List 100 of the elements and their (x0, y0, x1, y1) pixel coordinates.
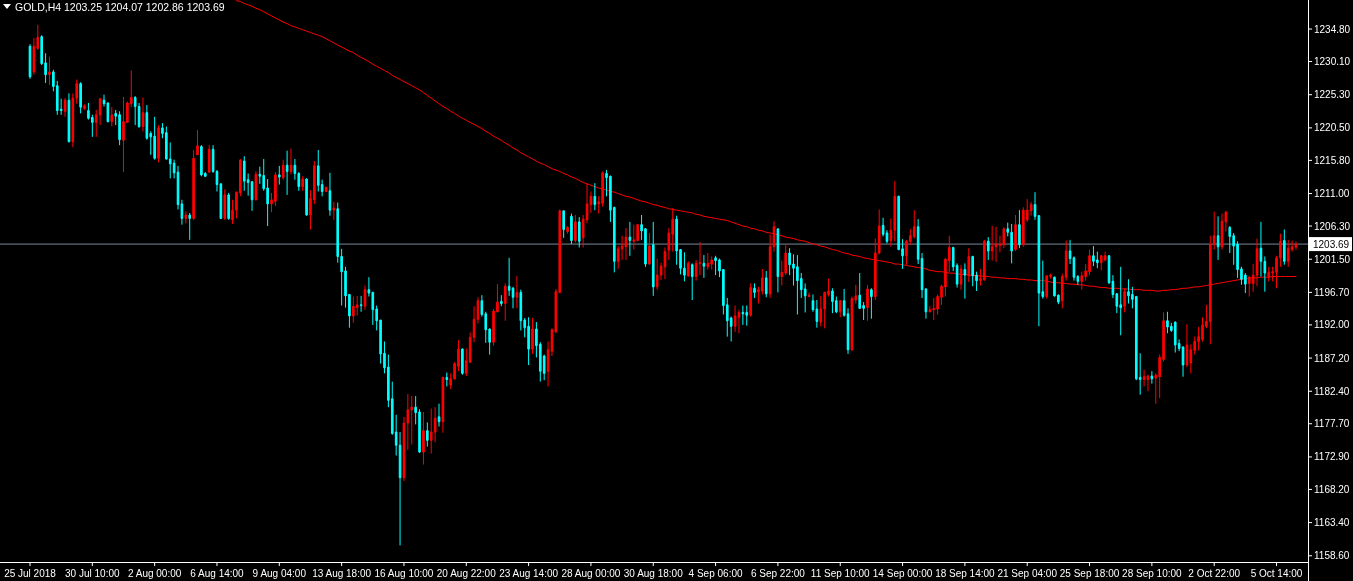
x-tick-label: 16 Aug 10:00 (374, 567, 434, 579)
candlestick (624, 227, 628, 261)
y-tick-label: 1163.40 (1314, 517, 1350, 529)
candlestick (429, 408, 433, 454)
candlestick (324, 186, 328, 193)
candlestick (332, 201, 336, 221)
candlestick (737, 309, 741, 334)
candlestick (570, 213, 573, 245)
candlestick (687, 260, 690, 278)
candlestick (714, 255, 717, 276)
candlestick (1216, 215, 1220, 261)
x-tick-label: 6 Sep 22:00 (750, 567, 806, 579)
ref-line-label: 1203.69 (1313, 238, 1350, 250)
candlestick (328, 172, 332, 217)
candlestick (749, 282, 752, 318)
x-tick-label: 9 Aug 04:00 (252, 567, 307, 579)
candlestick (651, 221, 655, 297)
x-tick-label: 21 Sep 04:00 (997, 567, 1058, 579)
candlestick (1127, 278, 1130, 304)
x-tick-label: 30 Aug 18:00 (623, 567, 684, 579)
candlestick (866, 284, 869, 322)
y-tick-label: 1225.30 (1314, 89, 1351, 101)
candlestick (285, 150, 289, 196)
x-tick-label: 5 Oct 14:00 (1250, 567, 1303, 579)
candlestick (133, 95, 137, 126)
candlestick (227, 192, 230, 221)
candlestick (1002, 226, 1006, 249)
candlestick (1142, 369, 1146, 387)
candlestick (254, 170, 258, 201)
candlestick (1294, 240, 1298, 251)
candlestick (1099, 254, 1103, 271)
candlestick (986, 236, 990, 261)
candlestick (461, 347, 464, 376)
candlestick (562, 210, 565, 239)
candlestick (831, 287, 834, 314)
candlestick (200, 144, 203, 177)
x-tick-label: 23 Aug 14:00 (499, 567, 559, 579)
chart-title: GOLD,H4 1203.25 1204.07 1202.86 1203.69 (15, 1, 225, 13)
candlestick (574, 214, 577, 244)
candlestick (1018, 209, 1021, 249)
y-tick-label: 1220.50 (1314, 122, 1351, 134)
y-tick-label: 1206.30 (1314, 220, 1351, 232)
candlestick (838, 299, 842, 318)
candlestick (655, 258, 659, 291)
candlestick (184, 211, 188, 224)
candlestick (500, 294, 503, 307)
candlestick (690, 262, 694, 301)
candlestick (242, 155, 246, 192)
candlestick (422, 411, 425, 466)
candlestick (745, 305, 749, 327)
candlestick (83, 103, 86, 111)
y-tick-label: 1172.90 (1314, 451, 1350, 463)
candlestick (1146, 374, 1150, 392)
x-tick-label: 28 Aug 00:00 (561, 567, 621, 579)
y-tick-label: 1182.40 (1314, 385, 1350, 397)
y-tick-label: 1192.00 (1314, 319, 1350, 331)
candlestick (796, 254, 799, 316)
candlestick (1092, 245, 1095, 267)
x-tick-label: 2 Oct 22:00 (1188, 567, 1241, 579)
candlestick (207, 144, 211, 174)
candlestick (223, 188, 227, 221)
candlestick (971, 255, 974, 287)
y-tick-label: 1230.10 (1314, 56, 1351, 68)
candlestick (632, 224, 636, 251)
candlestick (157, 124, 160, 163)
candlestick (352, 296, 355, 324)
y-tick-label: 1234.80 (1314, 23, 1351, 35)
candlestick (983, 239, 986, 282)
candlestick (994, 226, 998, 263)
candlestick (1010, 223, 1013, 264)
candlestick (1283, 229, 1286, 266)
candlestick (67, 92, 71, 143)
candlestick (963, 262, 967, 300)
candlestick (305, 177, 308, 217)
candlestick (648, 232, 651, 266)
candlestick (1166, 311, 1169, 334)
candlestick (967, 247, 971, 283)
candlestick (289, 148, 293, 175)
candlestick (277, 165, 281, 186)
candlestick (807, 291, 811, 298)
candlestick (316, 149, 320, 192)
y-tick-label: 1196.70 (1314, 286, 1350, 298)
candlestick (706, 252, 710, 271)
candlestick (437, 403, 441, 428)
candlestick (281, 159, 285, 181)
candlestick (141, 96, 145, 132)
y-tick-label: 1187.20 (1314, 352, 1350, 364)
candlestick (870, 287, 873, 320)
candlestick (188, 212, 192, 241)
candlestick (515, 275, 519, 309)
candlestick (48, 56, 51, 86)
candlestick (531, 317, 534, 355)
x-tick-label: 25 Sep 18:00 (1059, 567, 1120, 579)
x-tick-label: 30 Jul 10:00 (65, 567, 120, 579)
candlestick (776, 228, 780, 293)
y-tick-label: 1158.60 (1314, 550, 1350, 562)
candlestick (628, 221, 632, 257)
candlestick (441, 376, 445, 434)
x-tick-label: 11 Sep 10:00 (810, 567, 871, 579)
candlestick (1119, 266, 1123, 336)
